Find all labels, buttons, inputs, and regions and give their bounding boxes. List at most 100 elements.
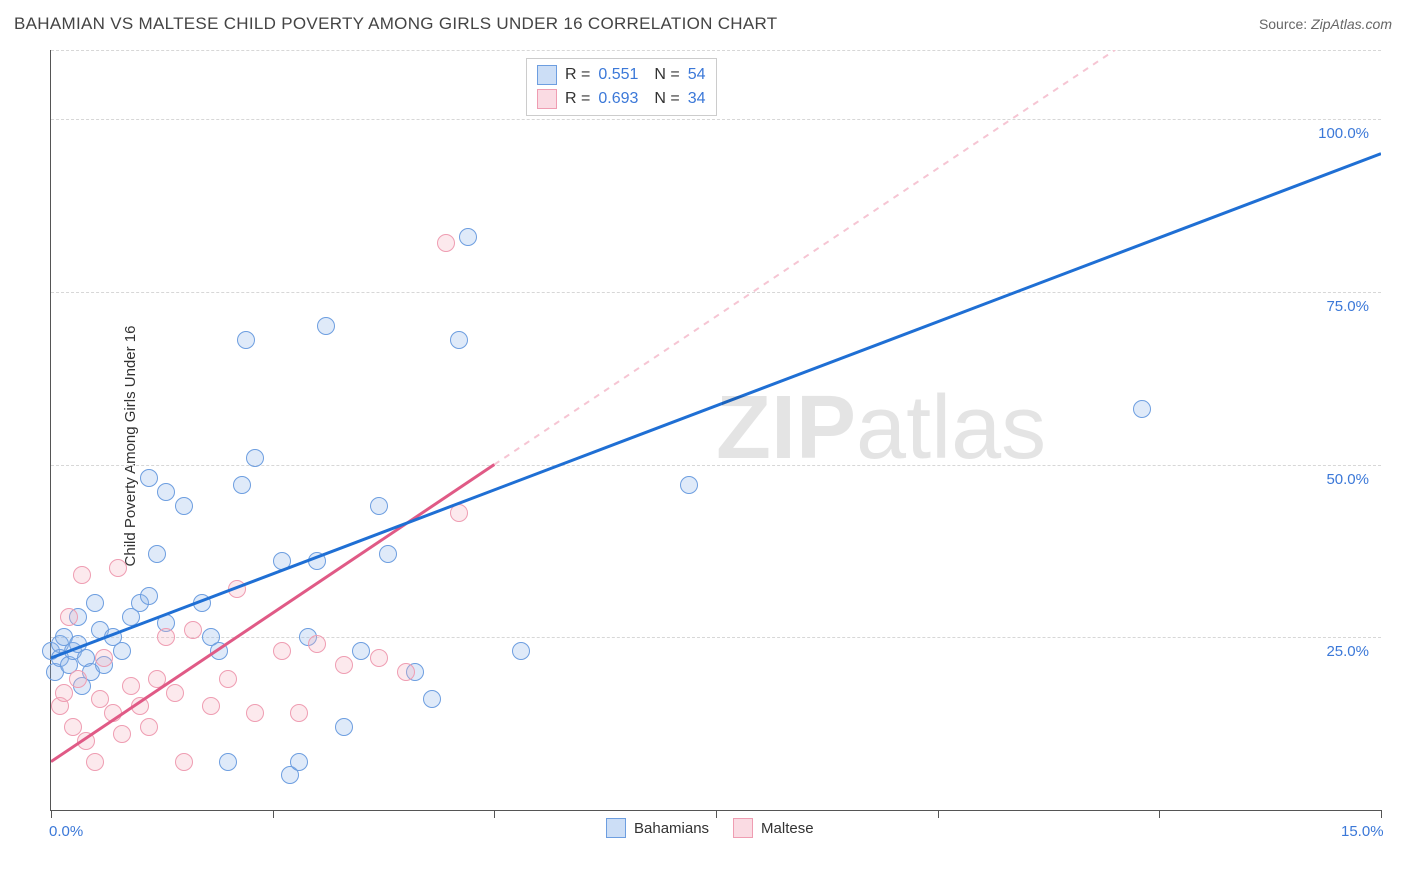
data-point: [233, 476, 251, 494]
gridline: [51, 292, 1381, 293]
data-point: [140, 718, 158, 736]
data-point: [228, 580, 246, 598]
legend-r-value: 0.551: [598, 66, 638, 84]
data-point: [379, 545, 397, 563]
data-point: [109, 559, 127, 577]
data-point: [680, 476, 698, 494]
gridline: [51, 637, 1381, 638]
legend-r-value: 0.693: [598, 90, 638, 108]
legend-n-label: N =: [654, 90, 679, 108]
legend-swatch: [537, 89, 557, 109]
data-point: [175, 753, 193, 771]
data-point: [335, 656, 353, 674]
data-point: [219, 753, 237, 771]
legend-n-value: 34: [688, 90, 706, 108]
data-point: [140, 469, 158, 487]
data-point: [308, 635, 326, 653]
data-point: [352, 642, 370, 660]
data-point: [370, 497, 388, 515]
watermark-rest: atlas: [856, 378, 1046, 478]
data-point: [55, 684, 73, 702]
x-tick: [1159, 810, 1160, 818]
data-point: [157, 628, 175, 646]
legend-swatch: [733, 818, 753, 838]
source-name: ZipAtlas.com: [1311, 16, 1392, 32]
data-point: [86, 594, 104, 612]
x-tick: [1381, 810, 1382, 818]
legend-row: R = 0.551 N = 54: [537, 63, 706, 87]
data-point: [246, 449, 264, 467]
data-point: [77, 732, 95, 750]
data-point: [290, 704, 308, 722]
data-point: [148, 545, 166, 563]
chart-title: BAHAMIAN VS MALTESE CHILD POVERTY AMONG …: [14, 14, 777, 34]
y-tick-label: 75.0%: [1326, 298, 1369, 315]
legend-r-label: R =: [565, 66, 590, 84]
source-label: Source:: [1259, 16, 1311, 32]
gridline: [51, 119, 1381, 120]
data-point: [140, 587, 158, 605]
trendlines-layer: [51, 50, 1381, 810]
x-tick: [716, 810, 717, 818]
data-point: [450, 331, 468, 349]
source-attribution: Source: ZipAtlas.com: [1259, 16, 1392, 34]
series-legend-item: Maltese: [733, 818, 814, 838]
data-point: [60, 608, 78, 626]
data-point: [193, 594, 211, 612]
watermark-bold: ZIP: [716, 378, 856, 478]
y-tick-label: 50.0%: [1326, 471, 1369, 488]
x-tick: [273, 810, 274, 818]
data-point: [95, 649, 113, 667]
data-point: [273, 552, 291, 570]
data-point: [317, 317, 335, 335]
data-point: [73, 566, 91, 584]
data-point: [237, 331, 255, 349]
data-point: [423, 690, 441, 708]
data-point: [370, 649, 388, 667]
data-point: [131, 697, 149, 715]
y-tick-label: 25.0%: [1326, 643, 1369, 660]
data-point: [437, 234, 455, 252]
x-tick-label: 15.0%: [1341, 823, 1384, 840]
legend-n-value: 54: [688, 66, 706, 84]
x-tick: [494, 810, 495, 818]
correlation-legend: R = 0.551 N = 54 R = 0.693 N = 34: [526, 58, 717, 116]
data-point: [184, 621, 202, 639]
data-point: [459, 228, 477, 246]
series-legend-item: Bahamians: [606, 818, 709, 838]
data-point: [148, 670, 166, 688]
y-tick-label: 100.0%: [1318, 125, 1369, 142]
legend-swatch: [606, 818, 626, 838]
data-point: [86, 753, 104, 771]
data-point: [175, 497, 193, 515]
data-point: [210, 642, 228, 660]
data-point: [246, 704, 264, 722]
data-point: [219, 670, 237, 688]
x-tick: [938, 810, 939, 818]
data-point: [113, 642, 131, 660]
legend-row: R = 0.693 N = 34: [537, 87, 706, 111]
series-legend: Bahamians Maltese: [606, 818, 814, 838]
legend-n-label: N =: [654, 66, 679, 84]
data-point: [273, 642, 291, 660]
data-point: [1133, 400, 1151, 418]
data-point: [397, 663, 415, 681]
data-point: [335, 718, 353, 736]
data-point: [104, 704, 122, 722]
data-point: [166, 684, 184, 702]
data-point: [122, 677, 140, 695]
legend-swatch: [537, 65, 557, 85]
data-point: [290, 753, 308, 771]
x-tick-label: 0.0%: [49, 823, 83, 840]
legend-r-label: R =: [565, 90, 590, 108]
data-point: [113, 725, 131, 743]
series-name: Bahamians: [634, 820, 709, 837]
data-point: [157, 483, 175, 501]
data-point: [69, 670, 87, 688]
data-point: [308, 552, 326, 570]
gridline: [51, 50, 1381, 51]
data-point: [202, 697, 220, 715]
data-point: [450, 504, 468, 522]
x-tick: [51, 810, 52, 818]
series-name: Maltese: [761, 820, 814, 837]
